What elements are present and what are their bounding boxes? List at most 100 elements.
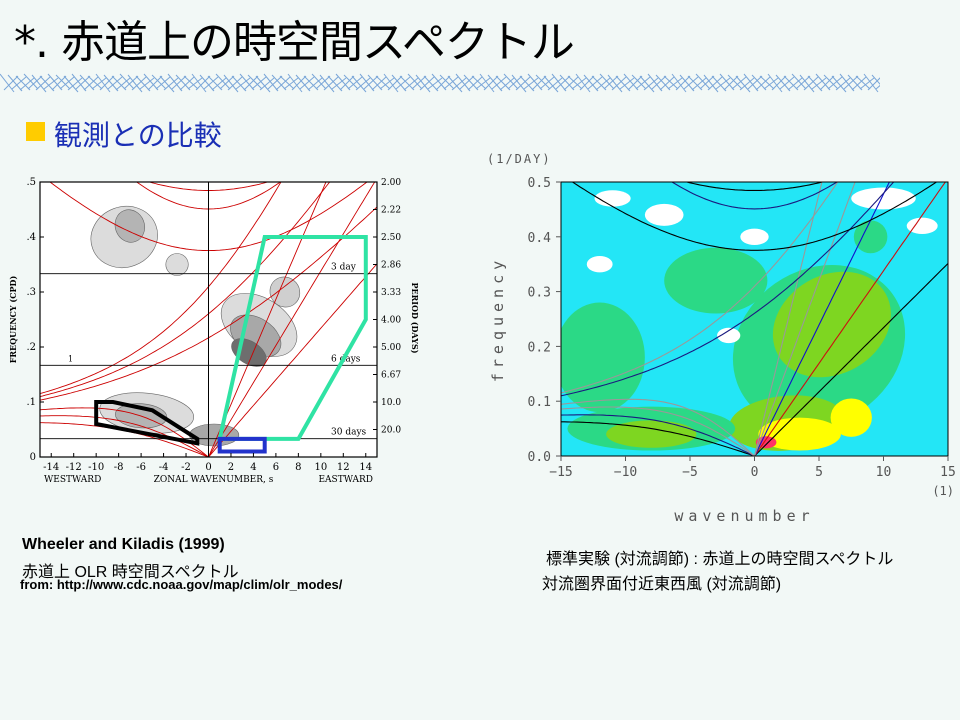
x-tick-label: 6 [273,462,279,473]
x-tick-label: 10 [876,465,892,480]
dispersion-curve-er1-12 [561,421,755,456]
dispersion-curve-ig1-25 [671,182,838,210]
highlight-kelvin [217,235,368,441]
x-tick-label: -10 [88,462,104,473]
y-tick-label: 0.4 [528,231,552,246]
y-tick-label: 0.3 [528,286,551,301]
dispersion-curve-mrg-25 [561,182,895,397]
dispersion-curve-er1-50 [40,407,209,457]
period-tick-label: 5.00 [381,343,401,353]
x-axis-label: wavenumber [674,507,814,525]
period-tick-label: 3.33 [381,288,401,298]
y-tick-label: .2 [26,342,36,353]
period-tick-label: 20.0 [381,426,401,436]
power-patch-12 [851,187,916,210]
power-contour-9 [165,253,189,276]
x-tick-label: -2 [181,462,191,473]
left-caption-description: 赤道上 OLR 時空間スペクトル [22,564,239,581]
period-line-label-2: 30 days [331,428,367,438]
x-tick-label: 15 [940,465,956,480]
dispersion-curve-mrg-25 [40,182,331,398]
x-tick-label: −5 [682,465,698,480]
x-tick-label: 8 [295,462,301,473]
x-tick-label: -14 [43,462,59,473]
y-axis-label: FREQUENCY (CPD) [8,276,18,364]
y-tick-label: .1 [26,397,36,408]
y-axis-label: frequency [489,256,507,382]
y-tick-label: .5 [26,177,36,188]
x-tick-label: 0 [205,462,211,473]
x-axis-label: ZONAL WAVENUMBER, s [154,475,274,485]
power-patch-16 [594,190,631,207]
dispersion-curve-ig1-12 [571,182,938,251]
period-tick-label: 2.50 [381,233,401,243]
x-tick-label: 5 [815,465,823,480]
power-patch-17 [853,220,888,254]
section-subtitle: 観測との比較 [54,119,222,152]
annotation-marker: 1 [68,354,73,363]
power-patch-10 [644,203,684,226]
x-tick-label: 14 [359,462,372,473]
y2-axis-label: PERIOD (DAYS) [410,283,420,354]
x-tick-label: 4 [250,462,256,473]
chart-simulated-wind-spectrum: −15 −10 −5 0 5 10 15 0.0 0.1 0.2 0.3 0.4 0.5 (1/DAY) f… [487,152,956,525]
x-tick-label: −15 [549,465,572,480]
power-patch-3 [758,417,841,451]
decorative-wave-banner [0,73,880,93]
y-tick-label: 0 [30,452,36,463]
y-tick-label: 0.1 [528,395,551,410]
y-tick-label: .4 [26,232,36,243]
bullet-square [26,122,45,141]
right-caption-experiment: 標準実験 (対流調節) : 赤道上の時空間スペクトル [546,551,894,568]
left-caption-reference: Wheeler and Kiladis (1999) [22,536,225,553]
x-tick-label: 12 [337,462,350,473]
x-tick-label: 0 [751,465,759,480]
dispersion-curve-er1-50 [561,406,755,456]
dispersion-curve-kelvin-25 [208,182,376,457]
y-tick-label: 0.2 [528,340,551,355]
dispersion-curve-ig2-12 [684,182,825,191]
period-tick-label: 2.86 [381,261,401,271]
power-patch-4 [830,398,872,437]
slide-title: *. 赤道上の時空間スペクトル [14,17,575,68]
power-patch-1 [772,271,891,378]
x-tick-label: -8 [114,462,124,473]
highlight-equatorial-rossby [94,400,200,446]
power-patch-11 [740,228,769,246]
dispersion-curve-er1-25 [561,414,755,456]
power-patch-7 [664,247,768,314]
chart-observed-olr-spectrum: 3 day 6 days 30 days 1 -14 -12 -10 -8 -6 -4 -2 0 2 4 6… [8,177,420,485]
dispersion-curve-kelvin-50 [208,182,327,457]
y-tick-label: 0.5 [528,176,551,191]
dispersion-curve-kelvin-12 [754,263,948,456]
power-patch-9 [606,420,697,448]
dispersion-curve-kelvin-25 [754,182,947,456]
power-contour-3 [269,276,301,308]
x-tick-label: -6 [136,462,146,473]
x-tick-label: −10 [614,465,637,480]
x-axis-unit: (1) [932,484,954,498]
dispersion-curve-kelvin-90 [753,182,856,456]
x-tick-label: 2 [228,462,234,473]
period-tick-label: 2.00 [381,178,401,188]
y-axis-unit: (1/DAY) [487,152,552,166]
x-tick-label: 10 [314,462,327,473]
dispersion-curve-kelvin-200 [753,182,823,456]
period-line-label-0: 3 day [331,263,357,273]
power-contour-7 [114,209,146,243]
power-patch-15 [906,217,938,235]
power-patch-6 [561,302,645,413]
period-tick-label: 2.22 [381,206,401,216]
x-tick-label: -4 [159,462,169,473]
period-line-label-1: 6 days [331,354,361,364]
left-caption-source: from: http://www.cdc.noaa.gov/map/clim/o… [20,577,343,592]
y-tick-label: 0.0 [528,450,551,465]
right-caption-variable: 対流圏界面付近東西風 (対流調節) [542,576,782,593]
power-patch-14 [717,327,741,344]
dispersion-curve-mrg-50 [561,182,839,394]
x-tick-label: -12 [66,462,82,473]
x-axis-label-east: EASTWARD [318,475,373,485]
period-tick-label: 4.00 [381,316,401,326]
x-axis-label-west: WESTWARD [44,475,101,485]
period-tick-label: 10.0 [381,398,401,408]
